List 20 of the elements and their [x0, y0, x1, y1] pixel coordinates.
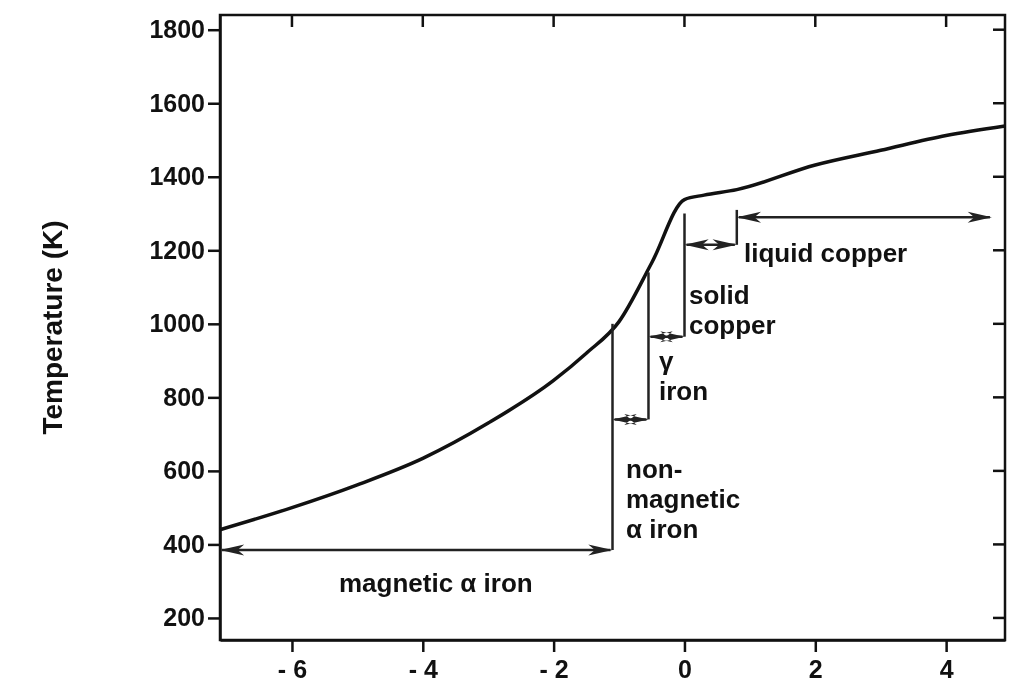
y-tick-label: 1200 [149, 235, 205, 264]
x-tick-label: 2 [808, 654, 823, 683]
annotation: liquid copper [744, 238, 908, 268]
x-tick-label: 4 [939, 654, 954, 683]
x-tick-label: - 4 [408, 654, 438, 683]
x-tick-label: - 6 [277, 654, 308, 683]
y-tick-label: 1800 [149, 15, 205, 44]
y-tick-label: 600 [163, 456, 205, 485]
annotation: non- magnetic α iron [626, 454, 741, 544]
y-tick-label: 1400 [149, 162, 205, 191]
y-tick-label: 1600 [149, 88, 205, 117]
y-tick-label: 400 [163, 529, 205, 558]
annotation: γ iron [659, 346, 709, 406]
x-tick-label: - 2 [539, 654, 569, 683]
y-tick-label: 200 [163, 603, 205, 632]
y-tick-label: 800 [163, 382, 205, 411]
annotation: magnetic α iron [339, 568, 533, 598]
x-tick-label: 0 [678, 654, 692, 683]
y-tick-label: 1000 [149, 309, 205, 338]
y-axis-title: Temperature (K) [37, 220, 68, 435]
